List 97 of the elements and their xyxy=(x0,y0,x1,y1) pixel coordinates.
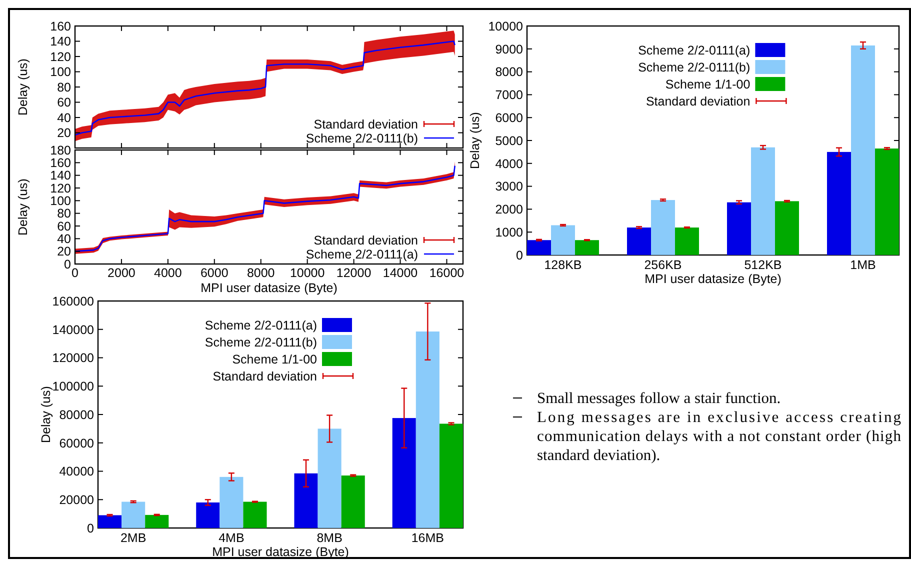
y-tick-label: 40000 xyxy=(59,464,94,479)
legend-label: Scheme 2/2-0111(b) xyxy=(204,335,317,350)
x-tick-label: 10000 xyxy=(290,266,325,280)
x-tick-label: 16000 xyxy=(429,266,464,280)
y-tick-label: 40 xyxy=(57,232,72,246)
legend-label: Scheme 2/2-0111(b) xyxy=(306,131,418,146)
bar xyxy=(551,225,575,255)
x-tick-label: 4000 xyxy=(154,266,182,280)
bar xyxy=(122,502,146,528)
y-tick-label: 9000 xyxy=(495,42,524,56)
x-tick-label: 2MB xyxy=(120,531,146,545)
bar xyxy=(627,228,651,255)
x-axis-title: MPI user datasize (Byte) xyxy=(644,272,782,286)
y-axis-title: Delay (us) xyxy=(16,178,30,236)
annotation: Standard deviation xyxy=(314,117,418,132)
y-tick-label: 6000 xyxy=(495,110,524,125)
x-tick-label: 8MB xyxy=(316,531,342,545)
bar xyxy=(727,202,751,255)
y-tick-label: 20 xyxy=(57,244,72,259)
x-tick-label: 256KB xyxy=(644,258,682,272)
y-tick-label: 60 xyxy=(57,96,72,110)
y-tick-label: 80 xyxy=(57,206,72,221)
y-axis-title: Delay (us) xyxy=(39,386,53,443)
y-tick-label: 140 xyxy=(50,168,72,183)
legend-label: Scheme 2/2-0111(a) xyxy=(204,318,317,332)
y-tick-label: 160000 xyxy=(52,294,94,308)
legend-label: Scheme 2/2-0111(a) xyxy=(306,247,418,262)
text: Small messages follow a stair function. xyxy=(537,390,781,407)
y-tick-label: 7000 xyxy=(495,88,524,102)
x-tick-label: 128KB xyxy=(544,258,582,272)
y-tick-label: 100 xyxy=(50,194,72,208)
bar xyxy=(318,428,342,528)
bar xyxy=(416,332,440,528)
y-tick-label: 140000 xyxy=(52,322,94,337)
bar xyxy=(294,473,318,528)
legend-label: Scheme 1/1-00 xyxy=(665,77,750,92)
annotation: Standard deviation xyxy=(212,369,318,384)
bar xyxy=(827,152,851,255)
y-tick-label: 100000 xyxy=(52,380,94,394)
y-tick-label: 120 xyxy=(50,181,72,196)
y-tick-label: 60000 xyxy=(59,436,94,450)
bar xyxy=(851,45,875,255)
y-tick-label: 1000 xyxy=(495,225,524,240)
x-tick-label: 8000 xyxy=(246,266,275,280)
x-tick-label: 16MB xyxy=(411,531,444,545)
x-tick-label: 12000 xyxy=(336,266,372,280)
y-tick-label: 160 xyxy=(50,156,72,170)
x-axis-title: MPI user datasize (Byte) xyxy=(200,281,338,295)
bar xyxy=(527,240,551,255)
x-tick-label: 1MB xyxy=(850,258,876,272)
y-axis-title: Delay (us) xyxy=(16,58,30,116)
bar xyxy=(341,476,365,528)
text: Long messages are in exclusive access creating communication delays with a not constant order (high standard deviation). xyxy=(537,409,902,464)
bar xyxy=(675,228,699,255)
y-tick-label: 20 xyxy=(57,126,72,140)
y-tick-label: 140 xyxy=(50,34,72,49)
y-tick-label: 3000 xyxy=(495,180,524,194)
bar xyxy=(220,476,244,528)
bar xyxy=(751,147,775,255)
x-tick-label: 2000 xyxy=(108,266,136,280)
legend-label: Scheme 2/2-0111(a) xyxy=(638,43,750,58)
y-tick-label: 0 xyxy=(516,248,524,262)
y-tick-label: 4000 xyxy=(495,156,524,171)
y-tick-label: 160 xyxy=(50,19,72,34)
bar xyxy=(145,514,169,528)
y-tick-label: 8000 xyxy=(495,65,524,80)
bar xyxy=(196,502,220,528)
y-tick-label: 0 xyxy=(87,521,94,536)
y-tick-label: 60 xyxy=(57,219,72,234)
bar xyxy=(98,515,122,528)
y-tick-label: 2000 xyxy=(495,202,524,217)
bar xyxy=(392,418,416,528)
y-axis-title: Delay (us) xyxy=(468,112,482,169)
y-tick-label: 100 xyxy=(50,65,72,80)
legend-label: Scheme 1/1-00 xyxy=(232,352,318,366)
y-tick-label: 40 xyxy=(57,110,72,125)
bar xyxy=(439,424,463,528)
y-tick-label: 80 xyxy=(57,80,72,94)
annotation: Standard deviation xyxy=(314,233,418,248)
x-tick-label: 6000 xyxy=(200,266,228,280)
y-tick-label: 80000 xyxy=(59,408,94,422)
y-tick-label: 5000 xyxy=(495,134,524,148)
x-tick-label: 4MB xyxy=(218,531,244,545)
bar xyxy=(651,200,675,255)
bar xyxy=(775,201,799,255)
y-tick-label: 20000 xyxy=(59,493,94,507)
bar xyxy=(875,148,899,255)
x-tick-label: 512KB xyxy=(744,258,782,272)
y-tick-label: 120000 xyxy=(52,351,94,366)
legend-label: Scheme 2/2-0111(b) xyxy=(638,60,750,74)
x-tick-label: 14000 xyxy=(382,266,418,280)
bar xyxy=(575,240,599,255)
y-tick-label: 180 xyxy=(50,143,72,158)
annotation: Standard deviation xyxy=(646,94,750,108)
y-tick-label: 10000 xyxy=(488,19,524,34)
y-tick-label: 120 xyxy=(50,50,72,64)
bar xyxy=(243,502,267,528)
